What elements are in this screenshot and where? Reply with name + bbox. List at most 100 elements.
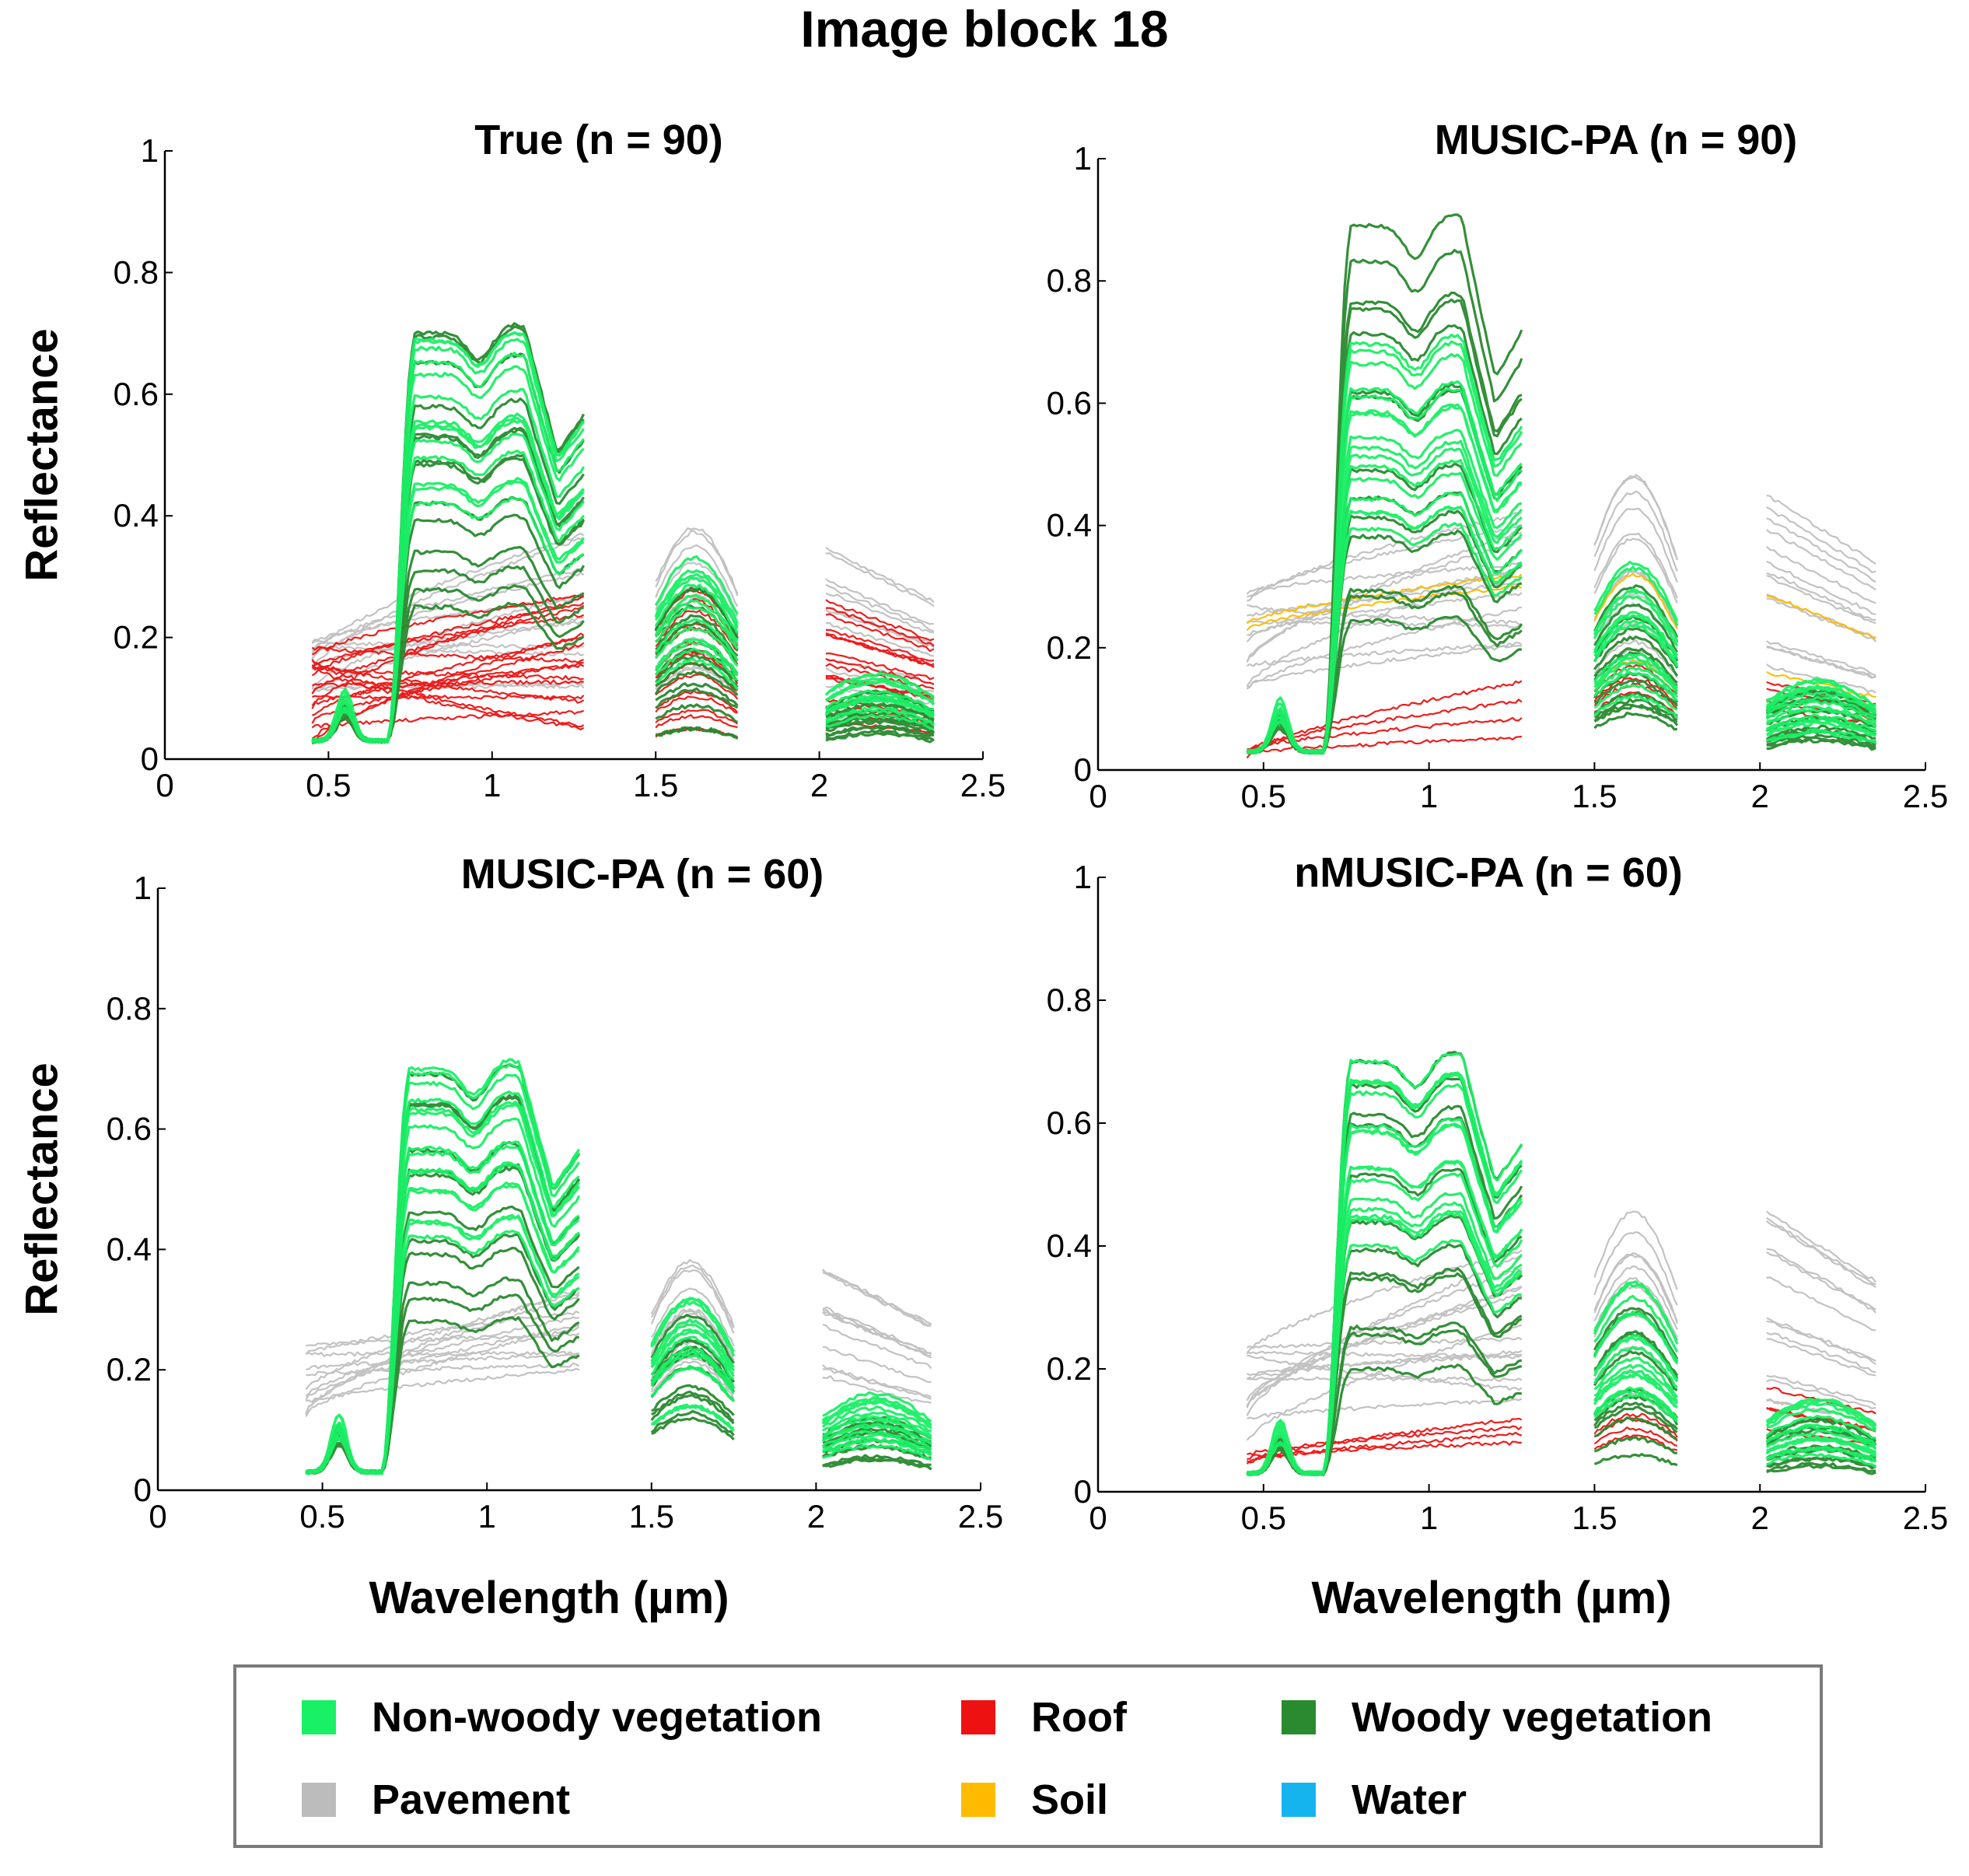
y-tick-label: 0.2	[107, 1351, 152, 1388]
legend-label: Pavement	[372, 1776, 570, 1823]
y-tick-label: 0.6	[1047, 1104, 1092, 1141]
spectrum-line	[305, 1269, 932, 1414]
series-non-woody-vegetation	[311, 331, 936, 744]
y-tick-label: 0.2	[1047, 629, 1092, 666]
legend-label: Soil	[1031, 1776, 1108, 1823]
legend-label: Woody vegetation	[1352, 1694, 1712, 1741]
y-tick-label: 0.6	[107, 1111, 152, 1147]
x-tick-label: 1.5	[1572, 778, 1617, 814]
legend-swatch	[961, 1700, 995, 1734]
y-tick-label: 0.2	[1047, 1350, 1092, 1387]
x-tick-label: 2.5	[958, 1498, 1003, 1535]
x-tick-label: 2	[807, 1498, 825, 1535]
series-non-woody-vegetation	[305, 1058, 932, 1475]
spectrum-line	[1247, 403, 1876, 754]
panel-3: MUSIC-PA (n = 60) 0 0.5 1 1.5 2 2.5 0 0.2 0.4 0.6 0…	[16, 851, 1003, 1623]
y-tick-label: 0.8	[1047, 262, 1092, 299]
spectrum-line	[311, 527, 935, 671]
panel-title: MUSIC-PA (n = 60)	[461, 851, 824, 898]
y-tick-label: 1	[1074, 140, 1092, 177]
legend-item-soil: Soil	[961, 1776, 1108, 1823]
x-tick-label: 2	[1751, 1500, 1769, 1536]
legend-item-non-woody-vegetation: Non-woody vegetation	[302, 1694, 822, 1741]
legend-item-roof: Roof	[961, 1694, 1128, 1741]
x-tick-label: 0.5	[1241, 778, 1286, 814]
panel-title: True (n = 90)	[474, 117, 723, 163]
series-lines	[1246, 213, 1877, 759]
x-tick-label: 2	[810, 767, 828, 803]
spectrum-line	[311, 562, 935, 653]
panel-4: nMUSIC-PA (n = 60) 0 0.5 1 1.5 2 2.5 0 0.2 0.4 0.6…	[1047, 849, 1949, 1623]
x-axis-label: Wavelength (µm)	[369, 1573, 729, 1623]
legend-item-woody-vegetation: Woody vegetation	[1282, 1694, 1712, 1741]
spectrum-line	[311, 601, 935, 677]
y-tick-label: 0.4	[114, 497, 159, 534]
y-tick-label: 0	[1074, 1473, 1092, 1510]
legend-box	[233, 1664, 1823, 1848]
legend-swatch	[302, 1700, 336, 1734]
x-tick-label: 1.5	[633, 767, 678, 803]
y-tick-label: 0	[134, 1472, 152, 1508]
y-tick-label: 0.6	[114, 376, 159, 412]
x-tick-label: 1	[483, 767, 501, 803]
panel-2: MUSIC-PA (n = 90) 0 0.5 1 1.5 2 2.5 0 0.2 0.4 0.6 0…	[1047, 117, 1949, 814]
x-tick-label: 0	[1089, 1500, 1107, 1536]
y-axis-label: Reflectance	[16, 1062, 67, 1316]
x-tick-label: 0.5	[1241, 1500, 1286, 1536]
legend-items: Non-woody vegetation Roof Woody vegetation…	[302, 1694, 1712, 1823]
spectrum-line	[1246, 537, 1876, 642]
x-tick-label: 1	[478, 1498, 496, 1535]
x-tick-label: 1.5	[1572, 1500, 1617, 1536]
spectrum-line	[1247, 333, 1876, 755]
y-tick-label: 0.8	[114, 254, 159, 290]
legend-label: Non-woody vegetation	[372, 1694, 822, 1741]
spectrum-line	[306, 1356, 932, 1404]
spectrum-line	[306, 1346, 932, 1400]
x-tick-label: 0	[156, 767, 173, 803]
legend-swatch	[302, 1783, 336, 1817]
y-tick-label: 0.8	[107, 990, 152, 1027]
x-tick-label: 2.5	[960, 767, 1005, 803]
panel-title: nMUSIC-PA (n = 60)	[1294, 849, 1683, 896]
legend-item-pavement: Pavement	[302, 1776, 570, 1823]
legend-swatch	[961, 1783, 995, 1817]
spectrum-line	[1246, 532, 1876, 687]
series-pavement	[305, 1258, 932, 1417]
x-tick-label: 2	[1751, 778, 1769, 814]
y-tick-label: 0	[1074, 751, 1092, 788]
x-tick-label: 0	[149, 1498, 166, 1535]
y-tick-label: 1	[141, 132, 159, 169]
series-non-woody-vegetation	[1246, 1052, 1877, 1477]
series-non-woody-vegetation	[1246, 333, 1877, 755]
y-tick-label: 0.2	[114, 619, 159, 656]
series-lines	[311, 322, 936, 745]
x-tick-label: 1	[1420, 778, 1438, 814]
spectrum-line	[1247, 475, 1876, 602]
series-lines	[305, 1058, 932, 1475]
x-tick-label: 1.5	[629, 1498, 674, 1535]
x-tick-label: 0.5	[299, 1498, 344, 1535]
x-tick-label: 1	[1420, 1500, 1438, 1536]
y-tick-label: 0.8	[1047, 982, 1092, 1018]
spectrum-line	[305, 1058, 932, 1475]
x-tick-label: 0.5	[306, 767, 351, 803]
spectrum-line	[1246, 1220, 1876, 1355]
series-lines	[1246, 1051, 1877, 1477]
spectrum-line	[311, 331, 936, 744]
legend-label: Roof	[1031, 1694, 1128, 1741]
y-tick-label: 0.6	[1047, 384, 1092, 421]
spectrum-line	[1246, 1052, 1877, 1476]
legend-label: Water	[1352, 1776, 1467, 1823]
panels: True (n = 90) 0 0.5 1 1.5 2 2.5 0 0.2 0.4 0.6 0.8 1 R…	[16, 117, 1948, 1623]
panel-1: True (n = 90) 0 0.5 1 1.5 2 2.5 0 0.2 0.4 0.6 0.8 1 R…	[16, 117, 1005, 803]
legend-swatch	[1282, 1700, 1316, 1734]
y-tick-label: 0.4	[107, 1230, 152, 1267]
y-tick-label: 1	[134, 870, 152, 906]
legend-swatch	[1282, 1783, 1316, 1817]
y-tick-label: 0	[141, 740, 159, 777]
panel-title: MUSIC-PA (n = 90)	[1435, 117, 1798, 163]
y-tick-label: 0.4	[1047, 507, 1092, 544]
y-axis-label: Reflectance	[16, 328, 67, 582]
x-tick-label: 2.5	[1903, 778, 1948, 814]
